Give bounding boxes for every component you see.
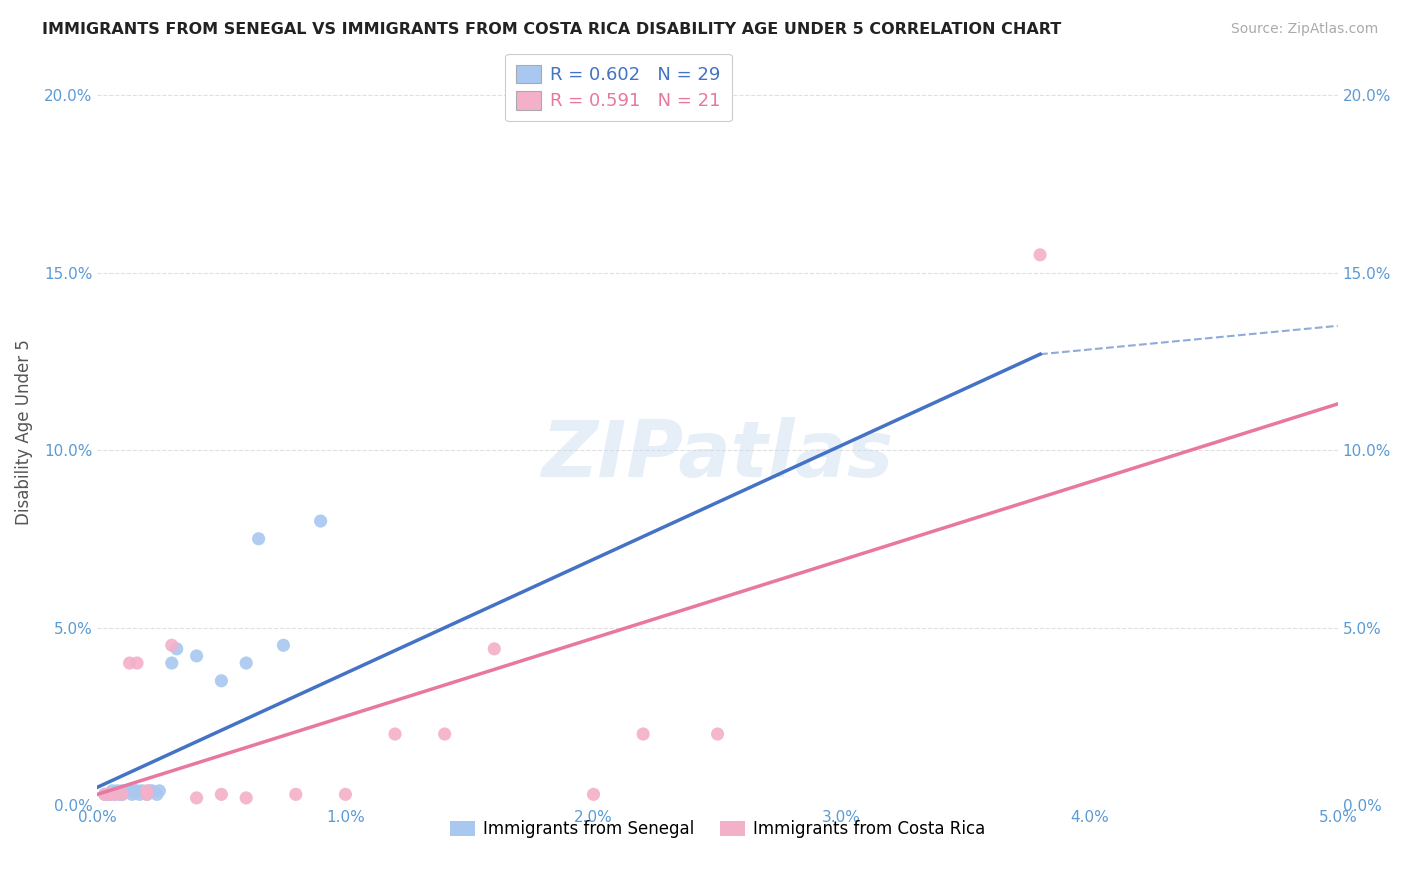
Point — [124, 784, 146, 798]
Point — [96, 788, 118, 802]
Point — [136, 784, 159, 798]
Point — [706, 727, 728, 741]
Point — [138, 784, 160, 798]
Point — [284, 788, 307, 802]
Point — [209, 673, 232, 688]
Point — [108, 788, 131, 802]
Point — [433, 727, 456, 741]
Point — [335, 788, 357, 802]
Point — [128, 788, 150, 802]
Point — [111, 784, 134, 798]
Point — [105, 784, 128, 798]
Text: Source: ZipAtlas.com: Source: ZipAtlas.com — [1230, 22, 1378, 37]
Point — [384, 727, 406, 741]
Point — [160, 656, 183, 670]
Point — [104, 788, 127, 802]
Point — [166, 641, 188, 656]
Point — [247, 532, 270, 546]
Point — [125, 784, 148, 798]
Point — [111, 788, 134, 802]
Text: ZIPatlas: ZIPatlas — [541, 417, 894, 492]
Point — [94, 788, 117, 802]
Point — [582, 788, 605, 802]
Point — [235, 656, 257, 670]
Text: IMMIGRANTS FROM SENEGAL VS IMMIGRANTS FROM COSTA RICA DISABILITY AGE UNDER 5 COR: IMMIGRANTS FROM SENEGAL VS IMMIGRANTS FR… — [42, 22, 1062, 37]
Point — [118, 784, 141, 798]
Point — [94, 788, 117, 802]
Point — [104, 788, 127, 802]
Point — [484, 641, 506, 656]
Point — [1029, 248, 1052, 262]
Point — [98, 788, 121, 802]
Point — [111, 788, 134, 802]
Point — [101, 784, 124, 798]
Point — [115, 784, 138, 798]
Point — [121, 788, 143, 802]
Point — [631, 727, 654, 741]
Point — [160, 638, 183, 652]
Point — [148, 784, 170, 798]
Point — [141, 784, 163, 798]
Point — [235, 791, 257, 805]
Legend: Immigrants from Senegal, Immigrants from Costa Rica: Immigrants from Senegal, Immigrants from… — [443, 814, 991, 845]
Point — [125, 656, 148, 670]
Point — [136, 788, 159, 802]
Point — [131, 784, 153, 798]
Point — [186, 791, 208, 805]
Point — [209, 788, 232, 802]
Point — [186, 648, 208, 663]
Point — [146, 788, 169, 802]
Y-axis label: Disability Age Under 5: Disability Age Under 5 — [15, 339, 32, 525]
Point — [273, 638, 295, 652]
Point — [136, 788, 159, 802]
Point — [118, 656, 141, 670]
Point — [98, 788, 121, 802]
Point — [309, 514, 332, 528]
